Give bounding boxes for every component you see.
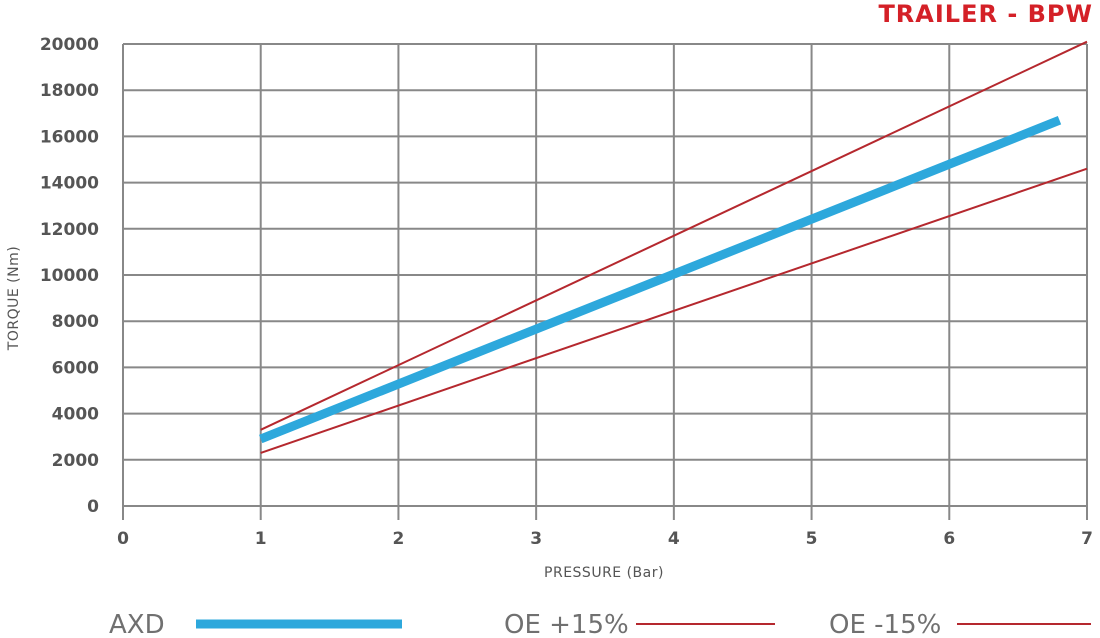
y-tick-label: 2000 [52, 451, 99, 471]
x-axis-label: PRESSURE (Bar) [544, 565, 664, 581]
x-tick-label: 1 [255, 529, 267, 549]
legend-label-oe-15: OE +15% [504, 610, 629, 638]
series-line-oe-15 [260, 167, 1088, 454]
y-tick-label: 4000 [52, 405, 99, 425]
x-tick-label: 7 [1081, 529, 1093, 549]
y-tick-label: 6000 [52, 358, 99, 378]
y-axis-label: TORQUE (Nm) [6, 246, 22, 351]
y-tick-label: 0 [87, 497, 99, 517]
series-lines [259, 40, 1088, 454]
y-tick-label: 14000 [40, 174, 99, 194]
x-tick-label: 2 [393, 529, 405, 549]
legend-label-oe-15: OE -15% [829, 610, 941, 638]
legend-label-axd: AXD [109, 610, 165, 638]
series-line-axd [259, 116, 1062, 444]
y-tick-label: 8000 [52, 312, 99, 332]
y-tick-label: 20000 [40, 35, 99, 55]
x-tick-label: 4 [668, 529, 680, 549]
grid [122, 43, 1088, 520]
y-tick-label: 16000 [40, 127, 99, 147]
x-tick-label: 0 [117, 529, 129, 549]
y-tick-label: 18000 [40, 81, 99, 101]
y-axis-ticks: 0 2000 4000 6000 8000 10000 12000 14000 16000 180… [40, 35, 99, 517]
series-line-oe-15 [260, 40, 1088, 431]
chart-title: TRAILER - BPW [878, 0, 1093, 28]
x-axis-ticks: 0 1 2 3 4 5 6 7 [117, 529, 1093, 549]
x-tick-label: 6 [943, 529, 955, 549]
legend: AXD OE +15% OE -15% [109, 610, 1091, 638]
x-tick-label: 3 [530, 529, 542, 549]
y-tick-label: 12000 [40, 220, 99, 240]
y-tick-label: 10000 [40, 266, 99, 286]
x-tick-label: 5 [806, 529, 818, 549]
